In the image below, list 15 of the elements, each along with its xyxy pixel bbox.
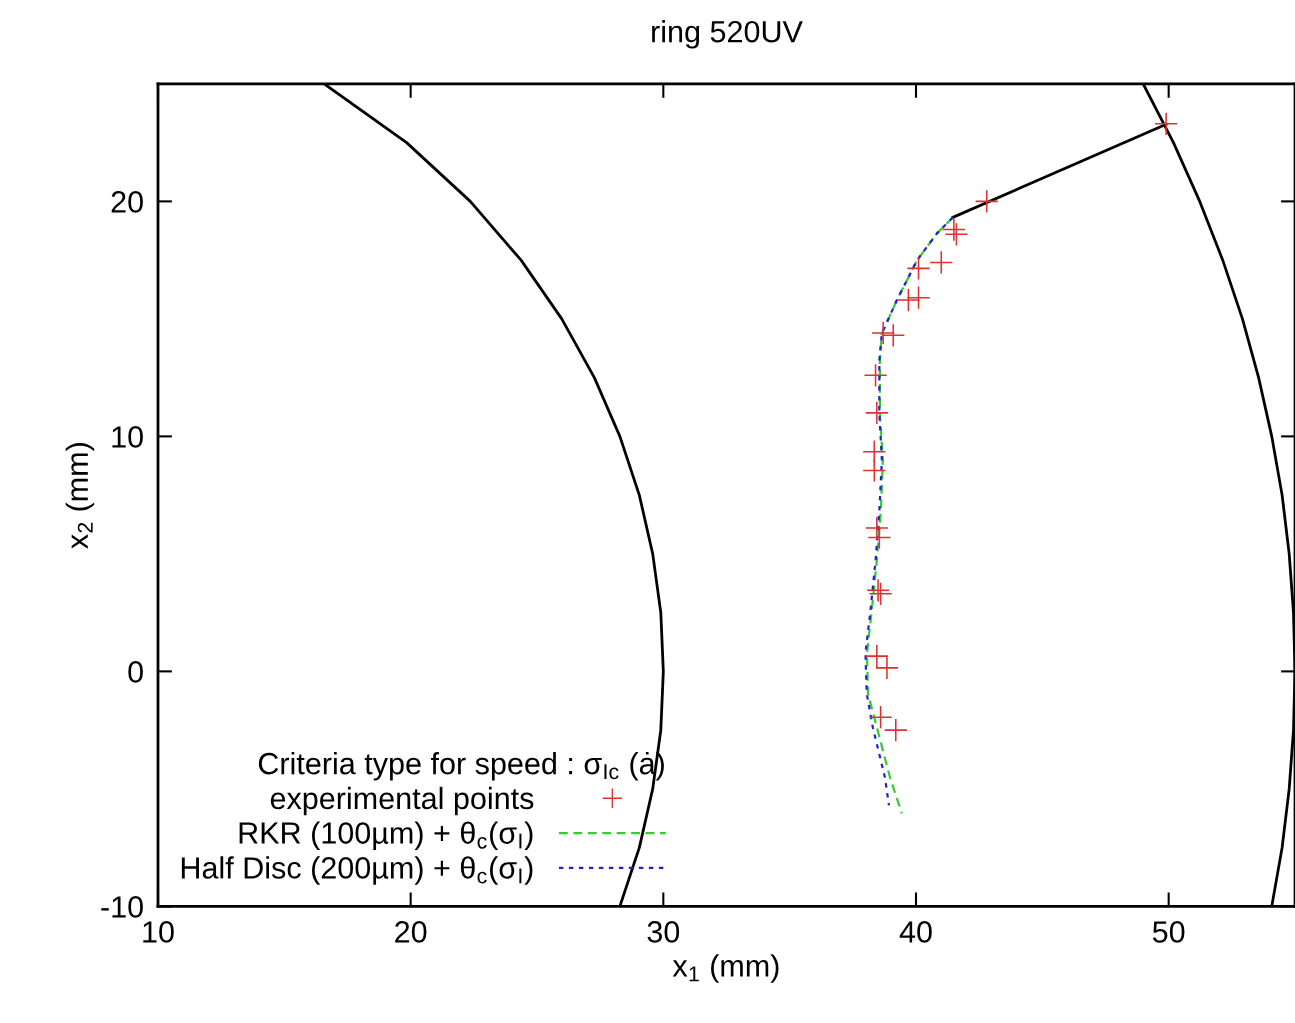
y-tick-label: 20 bbox=[111, 191, 143, 213]
x-tick-label: 10 bbox=[143, 921, 174, 943]
legend-label: experimental points bbox=[270, 786, 534, 816]
chart-title: ring 520UV bbox=[652, 20, 803, 49]
x-tick-label: 50 bbox=[1152, 921, 1185, 943]
legend-label: RKR (100µm) + θ$_{c}$(σ$_{I}$) bbox=[239, 821, 533, 850]
y-tick-label: 10 bbox=[112, 426, 143, 448]
y-tick-label: -10 bbox=[101, 896, 143, 918]
x-tick-label: 30 bbox=[647, 921, 680, 943]
legend-label: Half Disc (200µm) + θ$_{c}$(σ$_{I}$) bbox=[181, 856, 533, 885]
y-tick-label: 0 bbox=[128, 661, 143, 683]
y-axis-title: x$_{2}$ (mm) bbox=[65, 443, 95, 549]
x-tick-label: 40 bbox=[899, 921, 932, 943]
x-axis-title: x$_{1}$ (mm) bbox=[672, 954, 779, 983]
x-tick-label: 20 bbox=[395, 921, 427, 943]
